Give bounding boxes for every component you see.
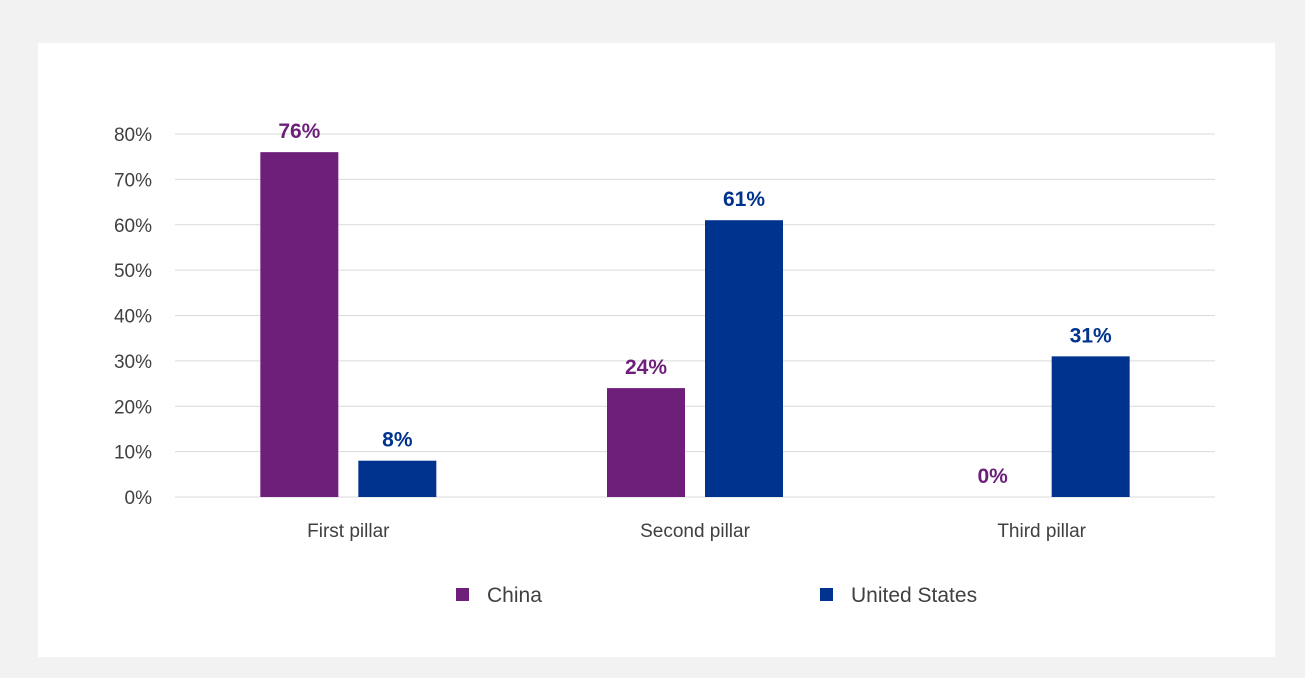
data-label: 0% (977, 465, 1008, 488)
category-label: Second pillar (640, 521, 751, 542)
bar-united-states-2 (1051, 356, 1130, 497)
y-tick-label: 40% (114, 307, 152, 328)
y-tick-label: 30% (114, 352, 152, 373)
y-tick-label: 50% (114, 261, 152, 282)
y-tick-label: 60% (114, 216, 152, 237)
data-labels: 76% 8% 24% 61% 0% 31% (278, 120, 1112, 488)
legend-label: China (487, 584, 542, 607)
legend-label: United States (851, 584, 977, 607)
category-labels: First pillar Second pillar Third pillar (307, 521, 1087, 542)
data-label: 31% (1070, 324, 1112, 347)
bar-china-1 (607, 388, 685, 497)
chart-card (38, 43, 1275, 657)
bar-china-0 (260, 152, 339, 497)
bar-united-states-1 (705, 220, 783, 497)
legend: China United States (456, 584, 977, 607)
gridlines (175, 133, 1215, 498)
y-tick-label: 10% (114, 443, 152, 464)
data-label: 61% (723, 188, 765, 211)
category-label: First pillar (307, 521, 390, 542)
y-tick-label: 80% (114, 125, 152, 146)
legend-swatch (456, 588, 469, 601)
data-label: 76% (278, 120, 320, 143)
y-tick-label: 70% (114, 170, 152, 191)
y-axis-tick-labels: 0% 10% 20% 30% 40% 50% 60% 70% 80% (114, 125, 152, 509)
y-tick-label: 0% (125, 488, 153, 509)
legend-swatch (820, 588, 833, 601)
y-tick-label: 20% (114, 397, 152, 418)
data-label: 24% (625, 356, 667, 379)
data-label: 8% (382, 429, 413, 452)
bars (260, 152, 1130, 497)
category-label: Third pillar (997, 521, 1086, 542)
bar-united-states-0 (358, 460, 437, 497)
